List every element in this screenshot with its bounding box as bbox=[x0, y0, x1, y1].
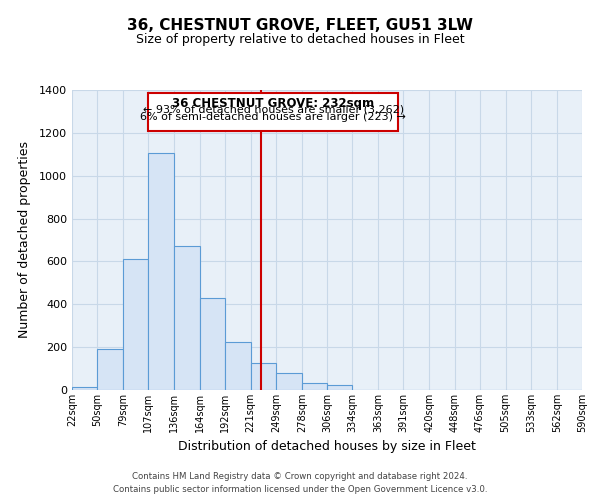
Bar bbox=[123, 260, 148, 390]
Text: ← 93% of detached houses are smaller (3,262): ← 93% of detached houses are smaller (3,… bbox=[143, 105, 404, 115]
X-axis label: Distribution of detached houses by size in Fleet: Distribution of detached houses by size … bbox=[178, 440, 476, 454]
Text: Contains HM Land Registry data © Crown copyright and database right 2024.: Contains HM Land Registry data © Crown c… bbox=[132, 472, 468, 481]
Bar bbox=[276, 373, 302, 390]
Text: Size of property relative to detached houses in Fleet: Size of property relative to detached ho… bbox=[136, 32, 464, 46]
Text: 36 CHESTNUT GROVE: 232sqm: 36 CHESTNUT GROVE: 232sqm bbox=[172, 97, 374, 110]
Bar bbox=[175, 246, 199, 390]
Y-axis label: Number of detached properties: Number of detached properties bbox=[17, 142, 31, 338]
Bar bbox=[302, 382, 327, 390]
Text: Contains public sector information licensed under the Open Government Licence v3: Contains public sector information licen… bbox=[113, 485, 487, 494]
Text: 36, CHESTNUT GROVE, FLEET, GU51 3LW: 36, CHESTNUT GROVE, FLEET, GU51 3LW bbox=[127, 18, 473, 32]
Bar bbox=[97, 350, 123, 390]
Bar bbox=[327, 384, 352, 390]
Bar bbox=[224, 342, 251, 390]
Bar bbox=[148, 153, 175, 390]
Bar bbox=[148, 93, 398, 130]
Bar bbox=[251, 363, 276, 390]
Bar bbox=[199, 298, 224, 390]
Bar bbox=[72, 387, 97, 390]
Text: 6% of semi-detached houses are larger (223) →: 6% of semi-detached houses are larger (2… bbox=[140, 112, 406, 122]
